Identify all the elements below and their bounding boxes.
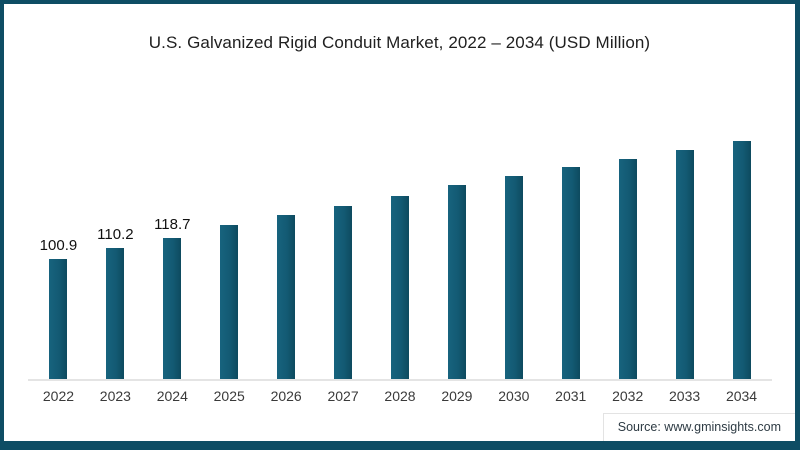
bar-2025 — [220, 225, 239, 379]
bar-group-2034 — [713, 141, 770, 379]
bar-group-2030 — [485, 176, 542, 379]
bar-2026 — [277, 215, 296, 379]
x-axis-line — [28, 379, 772, 381]
x-axis-tick-labels: 2022 2023 2024 2025 2026 2027 2028 2029 2030 2031… — [30, 388, 770, 404]
x-tick-label-2024: 2024 — [156, 388, 188, 404]
bar-group-2033 — [656, 150, 713, 379]
bar-2024 — [163, 238, 182, 379]
source-attribution: Source: www.gminsights.com — [617, 420, 781, 434]
bar-value-label-2022: 100.9 — [39, 237, 78, 254]
x-tick-label-2032: 2032 — [612, 388, 644, 404]
x-tick-label-2028: 2028 — [384, 388, 416, 404]
bar-2032 — [618, 159, 637, 379]
bar-value-label-2023: 110.2 — [97, 226, 134, 243]
x-tick-label-2026: 2026 — [270, 388, 302, 404]
x-tick-label-2023: 2023 — [99, 388, 131, 404]
source-box: Source: www.gminsights.com — [602, 413, 795, 441]
bar-2030 — [504, 176, 523, 379]
bar-group-2024: 118.7 — [144, 216, 201, 379]
bar-2023 — [106, 248, 125, 379]
chart-title: U.S. Galvanized Rigid Conduit Market, 20… — [148, 33, 651, 52]
x-tick-label-2033: 2033 — [669, 388, 701, 404]
bar-value-label-2024: 118.7 — [154, 216, 191, 233]
chart-canvas: U.S. Galvanized Rigid Conduit Market, 20… — [4, 4, 795, 441]
x-tick-label-2022: 2022 — [42, 388, 75, 404]
bar-2022 — [49, 259, 68, 379]
bar-2029 — [447, 185, 466, 379]
bar-2034 — [732, 141, 751, 379]
bar-group-2026 — [258, 215, 315, 379]
bar-group-2025 — [201, 225, 258, 379]
bar-group-2023: 110.2 — [87, 226, 144, 379]
bar-2033 — [675, 150, 694, 379]
x-tick-label-2031: 2031 — [555, 388, 587, 404]
bar-group-2032 — [599, 159, 656, 379]
bar-group-2029 — [428, 185, 485, 379]
x-tick-label-2034: 2034 — [725, 388, 758, 404]
bar-2031 — [561, 167, 580, 379]
x-tick-label-2025: 2025 — [213, 388, 245, 404]
bar-group-2028 — [372, 196, 429, 379]
x-tick-label-2029: 2029 — [441, 388, 473, 404]
bar-group-2027 — [315, 206, 372, 379]
bar-2028 — [390, 196, 409, 379]
bar-group-2031 — [542, 167, 599, 379]
bars-row: 100.9 110.2 118.7 — [30, 141, 770, 379]
bar-2027 — [334, 206, 353, 379]
x-tick-label-2030: 2030 — [498, 388, 530, 404]
x-tick-label-2027: 2027 — [327, 388, 359, 404]
bar-group-2022: 100.9 — [30, 237, 87, 379]
